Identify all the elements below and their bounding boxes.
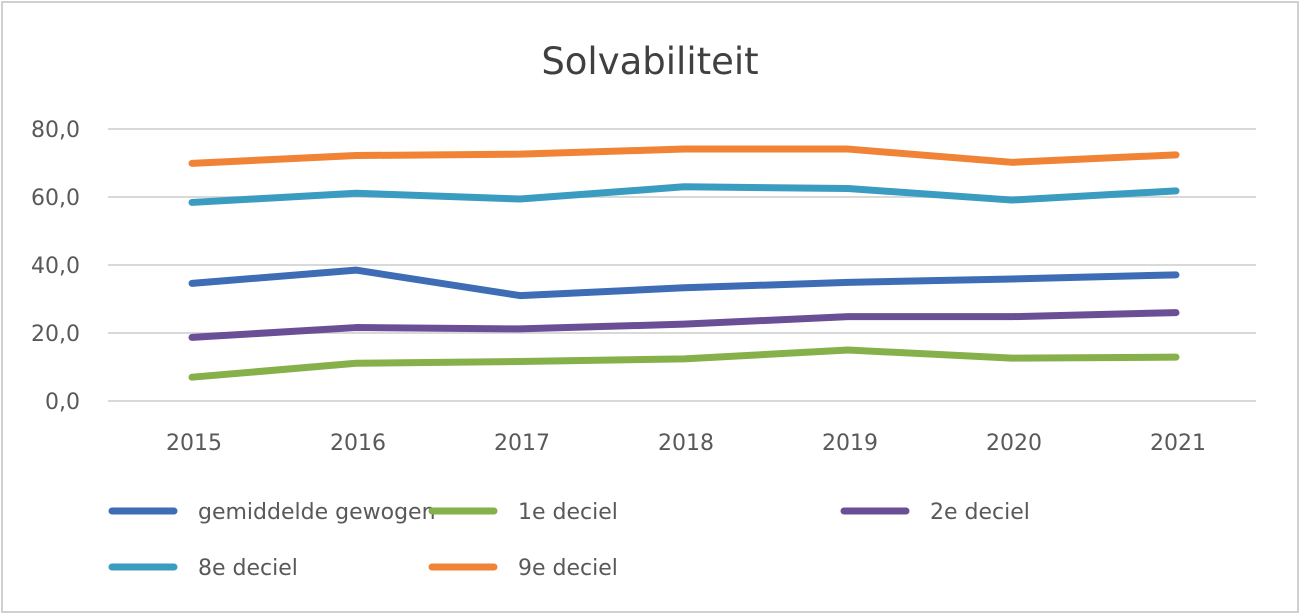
legend-item: 9e deciel bbox=[428, 556, 618, 581]
x-tick-label: 2020 bbox=[986, 431, 1042, 456]
legend-item: 8e deciel bbox=[108, 556, 298, 581]
legend-label: gemiddelde gewogen bbox=[198, 500, 436, 525]
y-tick-label: 0,0 bbox=[45, 390, 80, 415]
legend-label: 1e deciel bbox=[518, 500, 618, 525]
legend-label: 8e deciel bbox=[198, 556, 298, 581]
legend-item: 1e deciel bbox=[428, 500, 618, 525]
series-line-8e-deciel bbox=[188, 183, 1180, 206]
series-line-9e-deciel bbox=[188, 145, 1180, 167]
legend-label: 2e deciel bbox=[930, 500, 1030, 525]
x-axis-ticks: 2015 2016 2017 2018 2019 2020 2021 bbox=[166, 431, 1206, 456]
y-tick-label: 40,0 bbox=[31, 254, 80, 279]
legend-label: 9e deciel bbox=[518, 556, 618, 581]
legend-item: 2e deciel bbox=[840, 500, 1030, 525]
y-tick-label: 20,0 bbox=[31, 322, 80, 347]
chart-title: Solvabiliteit bbox=[541, 40, 758, 83]
series-line-1e-deciel bbox=[188, 346, 1180, 381]
y-tick-label: 60,0 bbox=[31, 186, 80, 211]
y-axis-ticks: 0,0 20,0 40,0 60,0 80,0 bbox=[31, 118, 80, 415]
x-tick-label: 2017 bbox=[494, 431, 550, 456]
legend: gemiddelde gewogen 1e deciel 2e deciel 8e d… bbox=[108, 500, 1030, 581]
series-line-2e-deciel bbox=[188, 309, 1180, 341]
series-lines bbox=[188, 145, 1180, 381]
x-tick-label: 2018 bbox=[658, 431, 714, 456]
series-line-gemiddelde-gewogen bbox=[188, 266, 1180, 300]
x-tick-label: 2015 bbox=[166, 431, 222, 456]
x-tick-label: 2016 bbox=[330, 431, 386, 456]
x-tick-label: 2021 bbox=[1150, 431, 1206, 456]
legend-item: gemiddelde gewogen bbox=[108, 500, 436, 525]
y-tick-label: 80,0 bbox=[31, 118, 80, 143]
x-tick-label: 2019 bbox=[822, 431, 878, 456]
